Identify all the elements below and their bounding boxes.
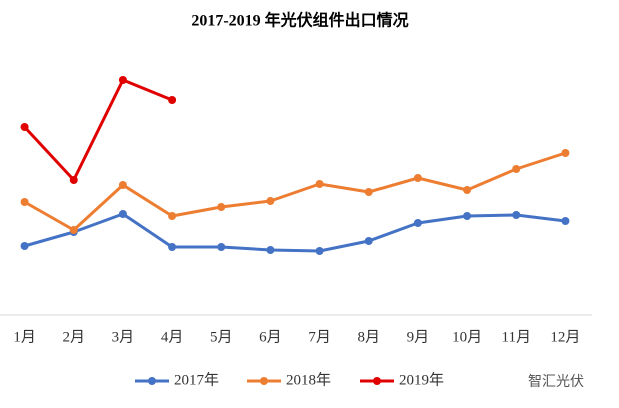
point <box>315 247 324 255</box>
x-tick-label: 2月 <box>62 329 85 345</box>
point <box>69 226 78 234</box>
point <box>413 219 422 227</box>
point <box>561 217 570 225</box>
point <box>315 180 324 188</box>
legend-marker <box>148 377 156 385</box>
point <box>168 212 177 220</box>
point <box>364 237 373 245</box>
x-tick-label: 10月 <box>452 329 482 345</box>
point <box>512 165 521 173</box>
watermark: 智汇光伏 <box>528 374 584 390</box>
point <box>512 211 521 219</box>
point <box>413 174 422 182</box>
legend-label: 2018年 <box>286 371 331 388</box>
x-tick-label: 3月 <box>112 329 135 345</box>
chart-title: 2017-2019 年光伏组件出口情况 <box>191 11 408 30</box>
x-tick-label: 5月 <box>210 329 233 345</box>
series-line <box>24 212 566 253</box>
point <box>69 176 78 184</box>
series-line <box>23 78 173 182</box>
series-line <box>23 151 566 232</box>
x-tick-label: 12月 <box>550 329 580 345</box>
legend-label: 2017年 <box>174 371 219 388</box>
legend-label: 2019年 <box>399 371 444 388</box>
point <box>463 212 472 220</box>
point <box>20 123 29 131</box>
point <box>20 242 29 250</box>
point <box>561 149 570 157</box>
point <box>217 203 226 211</box>
x-tick-label: 4月 <box>161 329 184 345</box>
point <box>463 186 472 194</box>
point <box>118 76 127 84</box>
legend-marker <box>373 377 381 385</box>
x-tick-label: 9月 <box>407 329 430 345</box>
point <box>168 243 177 251</box>
point <box>20 198 29 206</box>
point <box>364 188 373 196</box>
x-tick-label: 7月 <box>308 329 331 345</box>
legend-marker <box>260 377 268 385</box>
x-tick-label: 6月 <box>259 329 282 345</box>
point <box>168 96 177 104</box>
x-tick-label: 1月 <box>13 329 36 345</box>
point <box>118 181 127 189</box>
x-tick-label: 8月 <box>357 329 380 345</box>
point <box>266 246 275 254</box>
point <box>217 243 226 251</box>
point <box>118 210 127 218</box>
point <box>266 197 275 205</box>
x-tick-label: 11月 <box>502 329 531 345</box>
